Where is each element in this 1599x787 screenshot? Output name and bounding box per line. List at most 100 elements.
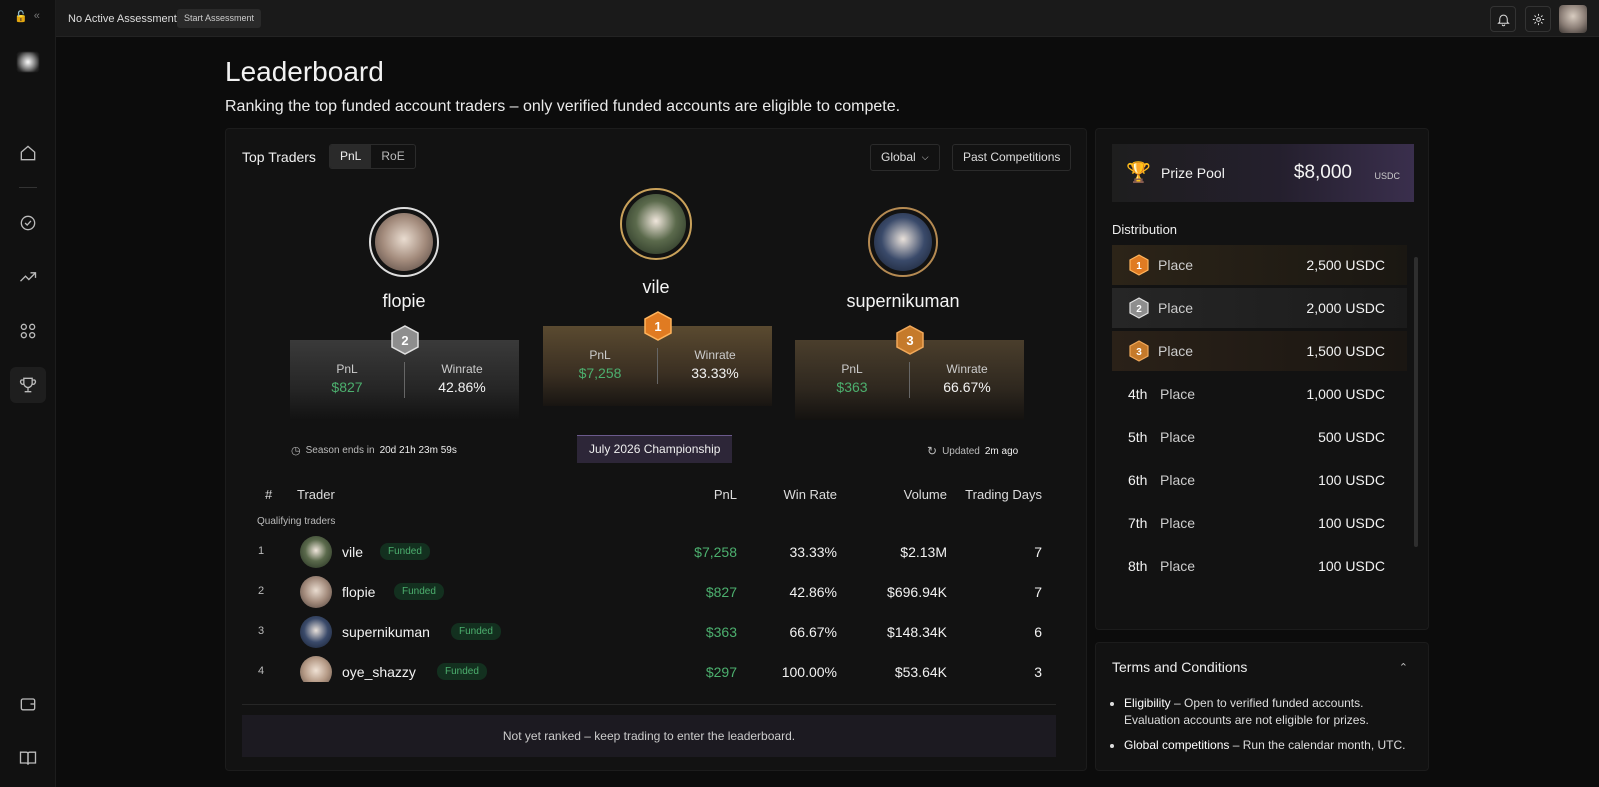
winrate-label: Winrate	[441, 362, 483, 376]
podium-name-3[interactable]: supernikuman	[846, 291, 960, 311]
row-days: 3	[1034, 664, 1042, 680]
wallet-icon[interactable]	[10, 686, 46, 722]
book-icon[interactable]	[10, 740, 46, 776]
place-amount: 100 USDC	[1318, 472, 1385, 488]
updated-value: 2m ago	[984, 445, 1019, 457]
row-win-rate: 66.67%	[789, 624, 837, 640]
tab-roe[interactable]: RoE	[381, 149, 405, 163]
list-item: 2 Place 2,000 USDC	[1112, 288, 1407, 328]
list-item: 8th Place 100 USDC	[1112, 546, 1407, 586]
row-name[interactable]: flopie	[342, 584, 376, 600]
trending-up-icon[interactable]	[10, 259, 46, 295]
place-label: Place	[1158, 300, 1194, 316]
list-item: 3 Place 1,500 USDC	[1112, 331, 1407, 371]
col-volume[interactable]: Volume	[903, 487, 947, 502]
prize-pool-banner: 🏆 Prize Pool $8,000 USDC	[1112, 144, 1414, 202]
row-days: 7	[1034, 544, 1042, 560]
lock-icon[interactable]: 🔓	[14, 11, 28, 23]
place-amount: 1,500 USDC	[1306, 343, 1385, 359]
bronze-medal-icon: 3	[1129, 340, 1149, 362]
pnl-label: PnL	[336, 362, 358, 376]
bell-icon[interactable]	[1490, 6, 1516, 32]
terms-title[interactable]: Terms and Conditions	[1112, 659, 1248, 675]
row-name[interactable]: oye_shazzy	[342, 664, 416, 680]
row-name[interactable]: supernikuman	[342, 624, 430, 640]
championship-label[interactable]: July 2026 Championship	[577, 435, 733, 463]
updated-info: ↻ Updated 2m ago	[927, 444, 1018, 458]
start-assessment-button[interactable]: Start Assessment	[177, 9, 262, 28]
row-name[interactable]: vile	[342, 544, 364, 560]
sidebar: 🔓 «	[0, 0, 56, 787]
terms-card: Terms and Conditions ⌃ Eligibility – Ope…	[1095, 642, 1429, 771]
row-volume: $148.34K	[887, 624, 947, 640]
status-badge: Funded	[380, 543, 430, 560]
podium-name-2[interactable]: flopie	[382, 291, 426, 311]
rank-3-badge-icon: 3	[896, 325, 924, 355]
term-text: – Run the calendar month, UTC.	[1229, 738, 1406, 752]
row-rank: 3	[258, 625, 265, 637]
assessment-status: No Active Assessment	[68, 13, 177, 25]
winrate-value: 33.33%	[691, 365, 739, 381]
row-volume: $53.64K	[894, 664, 947, 680]
logo[interactable]	[17, 52, 39, 72]
gear-icon[interactable]	[1525, 6, 1551, 32]
avatar	[300, 656, 332, 682]
list-item: 7th Place 100 USDC	[1112, 503, 1407, 543]
chevron-up-icon[interactable]: ⌃	[1398, 662, 1408, 674]
distribution-title: Distribution	[1112, 222, 1178, 237]
season-countdown: 20d 21h 23m 59s	[379, 445, 457, 456]
distribution-scrollbar[interactable]	[1414, 257, 1418, 547]
table-row[interactable]: 4 oye_shazzy Funded $297 100.00% $53.64K…	[242, 652, 1056, 682]
col-rank: #	[265, 487, 273, 502]
col-trading-days[interactable]: Trading Days	[965, 487, 1042, 502]
past-competitions-button[interactable]: Past Competitions	[952, 144, 1072, 171]
season-label: Season ends in	[305, 445, 375, 456]
avatar[interactable]	[1559, 5, 1587, 33]
table-row[interactable]: 2 flopie Funded $827 42.86% $696.94K 7	[242, 572, 1056, 612]
term-heading: Eligibility	[1124, 696, 1171, 710]
table-row[interactable]: 1 vile Funded $7,258 33.33% $2.13M 7	[242, 532, 1056, 572]
podium-name-1[interactable]: vile	[642, 277, 670, 297]
row-days: 6	[1034, 624, 1042, 640]
silver-medal-icon: 2	[1129, 297, 1149, 319]
pnl-label: PnL	[841, 362, 863, 376]
podium-avatar-2[interactable]	[369, 207, 439, 277]
place-amount: 1,000 USDC	[1306, 386, 1385, 402]
place-ordinal: 6th	[1128, 472, 1148, 488]
stat-divider	[909, 362, 910, 398]
prize-card: 🏆 Prize Pool $8,000 USDC Distribution 1 …	[1095, 128, 1429, 630]
col-win-rate[interactable]: Win Rate	[783, 487, 837, 502]
row-pnl: $827	[705, 584, 737, 600]
status-badge: Funded	[394, 583, 444, 600]
tab-pnl[interactable]: PnL	[330, 145, 372, 168]
prize-pool-currency: USDC	[1374, 171, 1400, 181]
stat-divider	[657, 348, 658, 384]
list-item: Global competitions – Run the calendar m…	[1124, 737, 1420, 754]
winrate-label: Winrate	[694, 348, 736, 362]
collapse-icon[interactable]: «	[33, 10, 40, 22]
home-icon[interactable]	[10, 135, 46, 171]
row-volume: $2.13M	[900, 544, 947, 560]
podium-avatar-1[interactable]	[620, 188, 692, 260]
rank-3-number: 3	[906, 333, 913, 348]
row-volume: $696.94K	[887, 584, 947, 600]
trophy-icon[interactable]	[10, 367, 46, 403]
row-days: 7	[1034, 584, 1042, 600]
place-label: Place	[1160, 429, 1196, 445]
scope-dropdown[interactable]: Global ⌵	[870, 144, 940, 171]
gold-medal-icon: 1	[1129, 254, 1149, 276]
place-ordinal: 5th	[1128, 429, 1148, 445]
table-divider	[242, 704, 1056, 705]
row-win-rate: 100.00%	[781, 664, 837, 680]
badge-check-icon[interactable]	[10, 205, 46, 241]
refresh-icon[interactable]: ↻	[927, 444, 938, 458]
podium-avatar-3[interactable]	[868, 207, 938, 277]
place-ordinal: 4th	[1128, 386, 1148, 402]
table-row[interactable]: 3 supernikuman Funded $363 66.67% $148.3…	[242, 612, 1056, 652]
chevron-down-icon: ⌵	[921, 152, 929, 162]
grid-icon[interactable]	[10, 313, 46, 349]
place-label: Place	[1158, 257, 1194, 273]
season-timer: ◷ Season ends in 20d 21h 23m 59s	[291, 444, 457, 457]
page-title: Leaderboard	[225, 56, 384, 87]
col-pnl[interactable]: PnL	[713, 487, 737, 502]
